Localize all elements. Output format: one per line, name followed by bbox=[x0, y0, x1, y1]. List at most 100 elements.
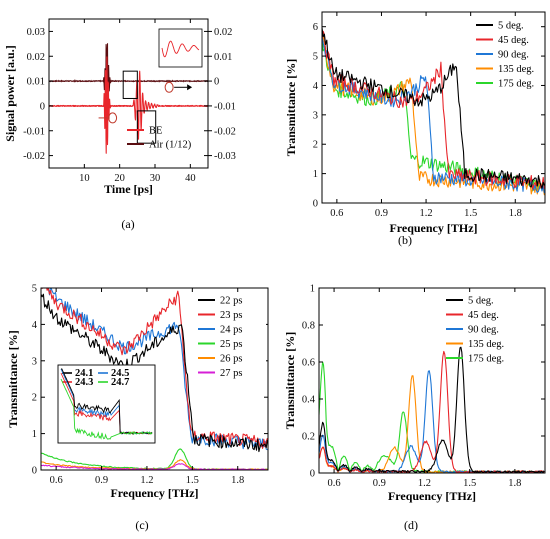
legend-label: 135 deg. bbox=[498, 64, 534, 75]
legend-label: 5 deg. bbox=[498, 21, 524, 32]
zoom-box bbox=[122, 70, 138, 99]
panel-c: 0.6 0.9 1.2 1.5 1.8 0 1 2 3 4 5 Frequency [THz] Tran… bbox=[6, 284, 269, 532]
x-axis-label: Time [ps] bbox=[104, 182, 153, 196]
y-tick-label: 6 bbox=[313, 22, 318, 33]
x-tick-label: 0.9 bbox=[373, 478, 386, 489]
legend-label: 25 ps bbox=[220, 339, 242, 350]
y-tick-label: 3 bbox=[313, 110, 318, 121]
y-tick-label: 0 bbox=[40, 101, 45, 112]
series-90 deg. bbox=[319, 370, 545, 473]
x-tick-label: 1.8 bbox=[509, 208, 522, 219]
x-axis-label: Frequency [THz] bbox=[110, 486, 198, 500]
panel-a: 10 20 30 40 -0.02 -0.01 0 0.01 0.02 0.03 -0.03 -0.0… bbox=[3, 18, 236, 231]
y-axis-label: Transmittance [%] bbox=[284, 59, 298, 156]
x-tick-label: 1.5 bbox=[186, 475, 199, 486]
x-tick-label: 1.8 bbox=[231, 475, 244, 486]
y2-tick-label: 0.01 bbox=[214, 52, 232, 63]
y-tick-label: 2 bbox=[32, 393, 37, 404]
y-tick-label: 0.02 bbox=[27, 52, 45, 63]
inset-legend-label: 24.1 bbox=[75, 368, 93, 379]
legend-label: 5 deg. bbox=[468, 296, 494, 307]
axes-frame bbox=[318, 287, 546, 474]
legend-label: 45 deg. bbox=[468, 310, 499, 321]
inset-legend-label: 24.7 bbox=[111, 377, 129, 388]
y-tick-label: 0.2 bbox=[302, 432, 315, 443]
y-axis-label: Transmittance [%] bbox=[283, 332, 297, 429]
series-5 deg. bbox=[322, 27, 545, 189]
legend-label: 23 ps bbox=[220, 310, 242, 321]
legend-label: 27 ps bbox=[220, 368, 242, 379]
legend-b: 5 deg. 45 deg. 90 deg. 135 deg. 175 deg. bbox=[476, 21, 534, 90]
legend-label: 90 deg. bbox=[468, 325, 499, 336]
axes-frame bbox=[321, 11, 546, 204]
legend-label: 135 deg. bbox=[468, 339, 504, 350]
series-23ps bbox=[41, 288, 268, 449]
x-tick-label: 1.2 bbox=[418, 478, 431, 489]
panel-b: 0.6 0.9 1.2 1.5 1.8 0 1 2 3 4 5 6 Frequency [THz] Tra… bbox=[284, 11, 546, 247]
y-tick-label: 0.01 bbox=[27, 77, 45, 88]
inset-trace bbox=[61, 368, 153, 435]
caption-c: (c) bbox=[135, 518, 148, 532]
y2-tick-label: -0.01 bbox=[214, 101, 236, 112]
y-tick-label: 0.8 bbox=[302, 321, 315, 332]
legend-label: 22 ps bbox=[220, 296, 242, 307]
plot-area bbox=[322, 27, 545, 196]
y-tick-label: 0.03 bbox=[27, 27, 45, 38]
x-axis-label: Frequency [THz] bbox=[388, 489, 476, 503]
series-be bbox=[49, 56, 208, 154]
x-tick-label: 10 bbox=[79, 173, 90, 184]
x-tick-label: 1.2 bbox=[140, 475, 153, 486]
caption-b: (b) bbox=[398, 233, 412, 247]
axis-indicator-circle bbox=[108, 112, 118, 124]
axes-frame bbox=[48, 18, 209, 169]
x-tick-label: 30 bbox=[150, 173, 161, 184]
legend-label: BE bbox=[149, 126, 162, 137]
y2-tick-label: -0.03 bbox=[214, 151, 236, 162]
series-27ps bbox=[41, 463, 268, 470]
series-22ps bbox=[41, 293, 268, 453]
y-tick-label: 1 bbox=[32, 429, 37, 440]
caption-d: (d) bbox=[404, 518, 418, 532]
inset-trace bbox=[161, 40, 200, 58]
legend-label: 26 ps bbox=[220, 354, 242, 365]
y-tick-label: -0.01 bbox=[23, 126, 45, 137]
legend-c: 22 ps 23 ps 24 ps 25 ps 26 ps 27 ps bbox=[198, 296, 242, 379]
inset-trace bbox=[60, 378, 153, 440]
y-tick-label: 0 bbox=[310, 469, 315, 480]
x-tick-label: 0.9 bbox=[95, 475, 108, 486]
x-axis-label: Frequency [THz] bbox=[389, 221, 477, 235]
y-axis-label: Signal power [a.u.] bbox=[3, 45, 17, 141]
x-tick-label: 1.5 bbox=[463, 478, 476, 489]
y2-tick-label: -0.02 bbox=[214, 126, 236, 137]
legend-label: Air (1/12) bbox=[149, 140, 192, 151]
caption-a: (a) bbox=[121, 217, 134, 231]
plot-area bbox=[319, 346, 545, 473]
legend-label: 45 deg. bbox=[498, 35, 529, 46]
y-tick-label: 0 bbox=[32, 466, 37, 477]
legend-label: 175 deg. bbox=[498, 79, 534, 90]
series-45 deg. bbox=[322, 30, 545, 190]
x-tick-label: 0.6 bbox=[50, 475, 63, 486]
x-tick-label: 20 bbox=[114, 173, 125, 184]
inset-legend-label: 24.3 bbox=[75, 377, 93, 388]
y-tick-label: 0.6 bbox=[302, 358, 315, 369]
legend-bg bbox=[192, 292, 266, 380]
series-5 deg. bbox=[319, 346, 545, 473]
series-air bbox=[49, 43, 208, 122]
y-tick-label: 1 bbox=[313, 169, 318, 180]
x-tick-label: 0.6 bbox=[330, 208, 343, 219]
inset-frame bbox=[158, 28, 203, 68]
zoom-box bbox=[136, 110, 157, 144]
y-tick-label: 5 bbox=[313, 52, 318, 63]
y-tick-label: 2 bbox=[313, 140, 318, 151]
y-tick-label: 4 bbox=[32, 320, 38, 331]
x-tick-label: 0.9 bbox=[375, 208, 388, 219]
series-45 deg. bbox=[319, 350, 545, 473]
y-tick-label: 3 bbox=[32, 356, 37, 367]
y-tick-label: 5 bbox=[32, 284, 37, 295]
y2-tick-label: 0.02 bbox=[214, 27, 232, 38]
legend-label: 24 ps bbox=[220, 325, 242, 336]
arrow-head bbox=[187, 84, 193, 91]
y-tick-label: 0.4 bbox=[302, 395, 316, 406]
